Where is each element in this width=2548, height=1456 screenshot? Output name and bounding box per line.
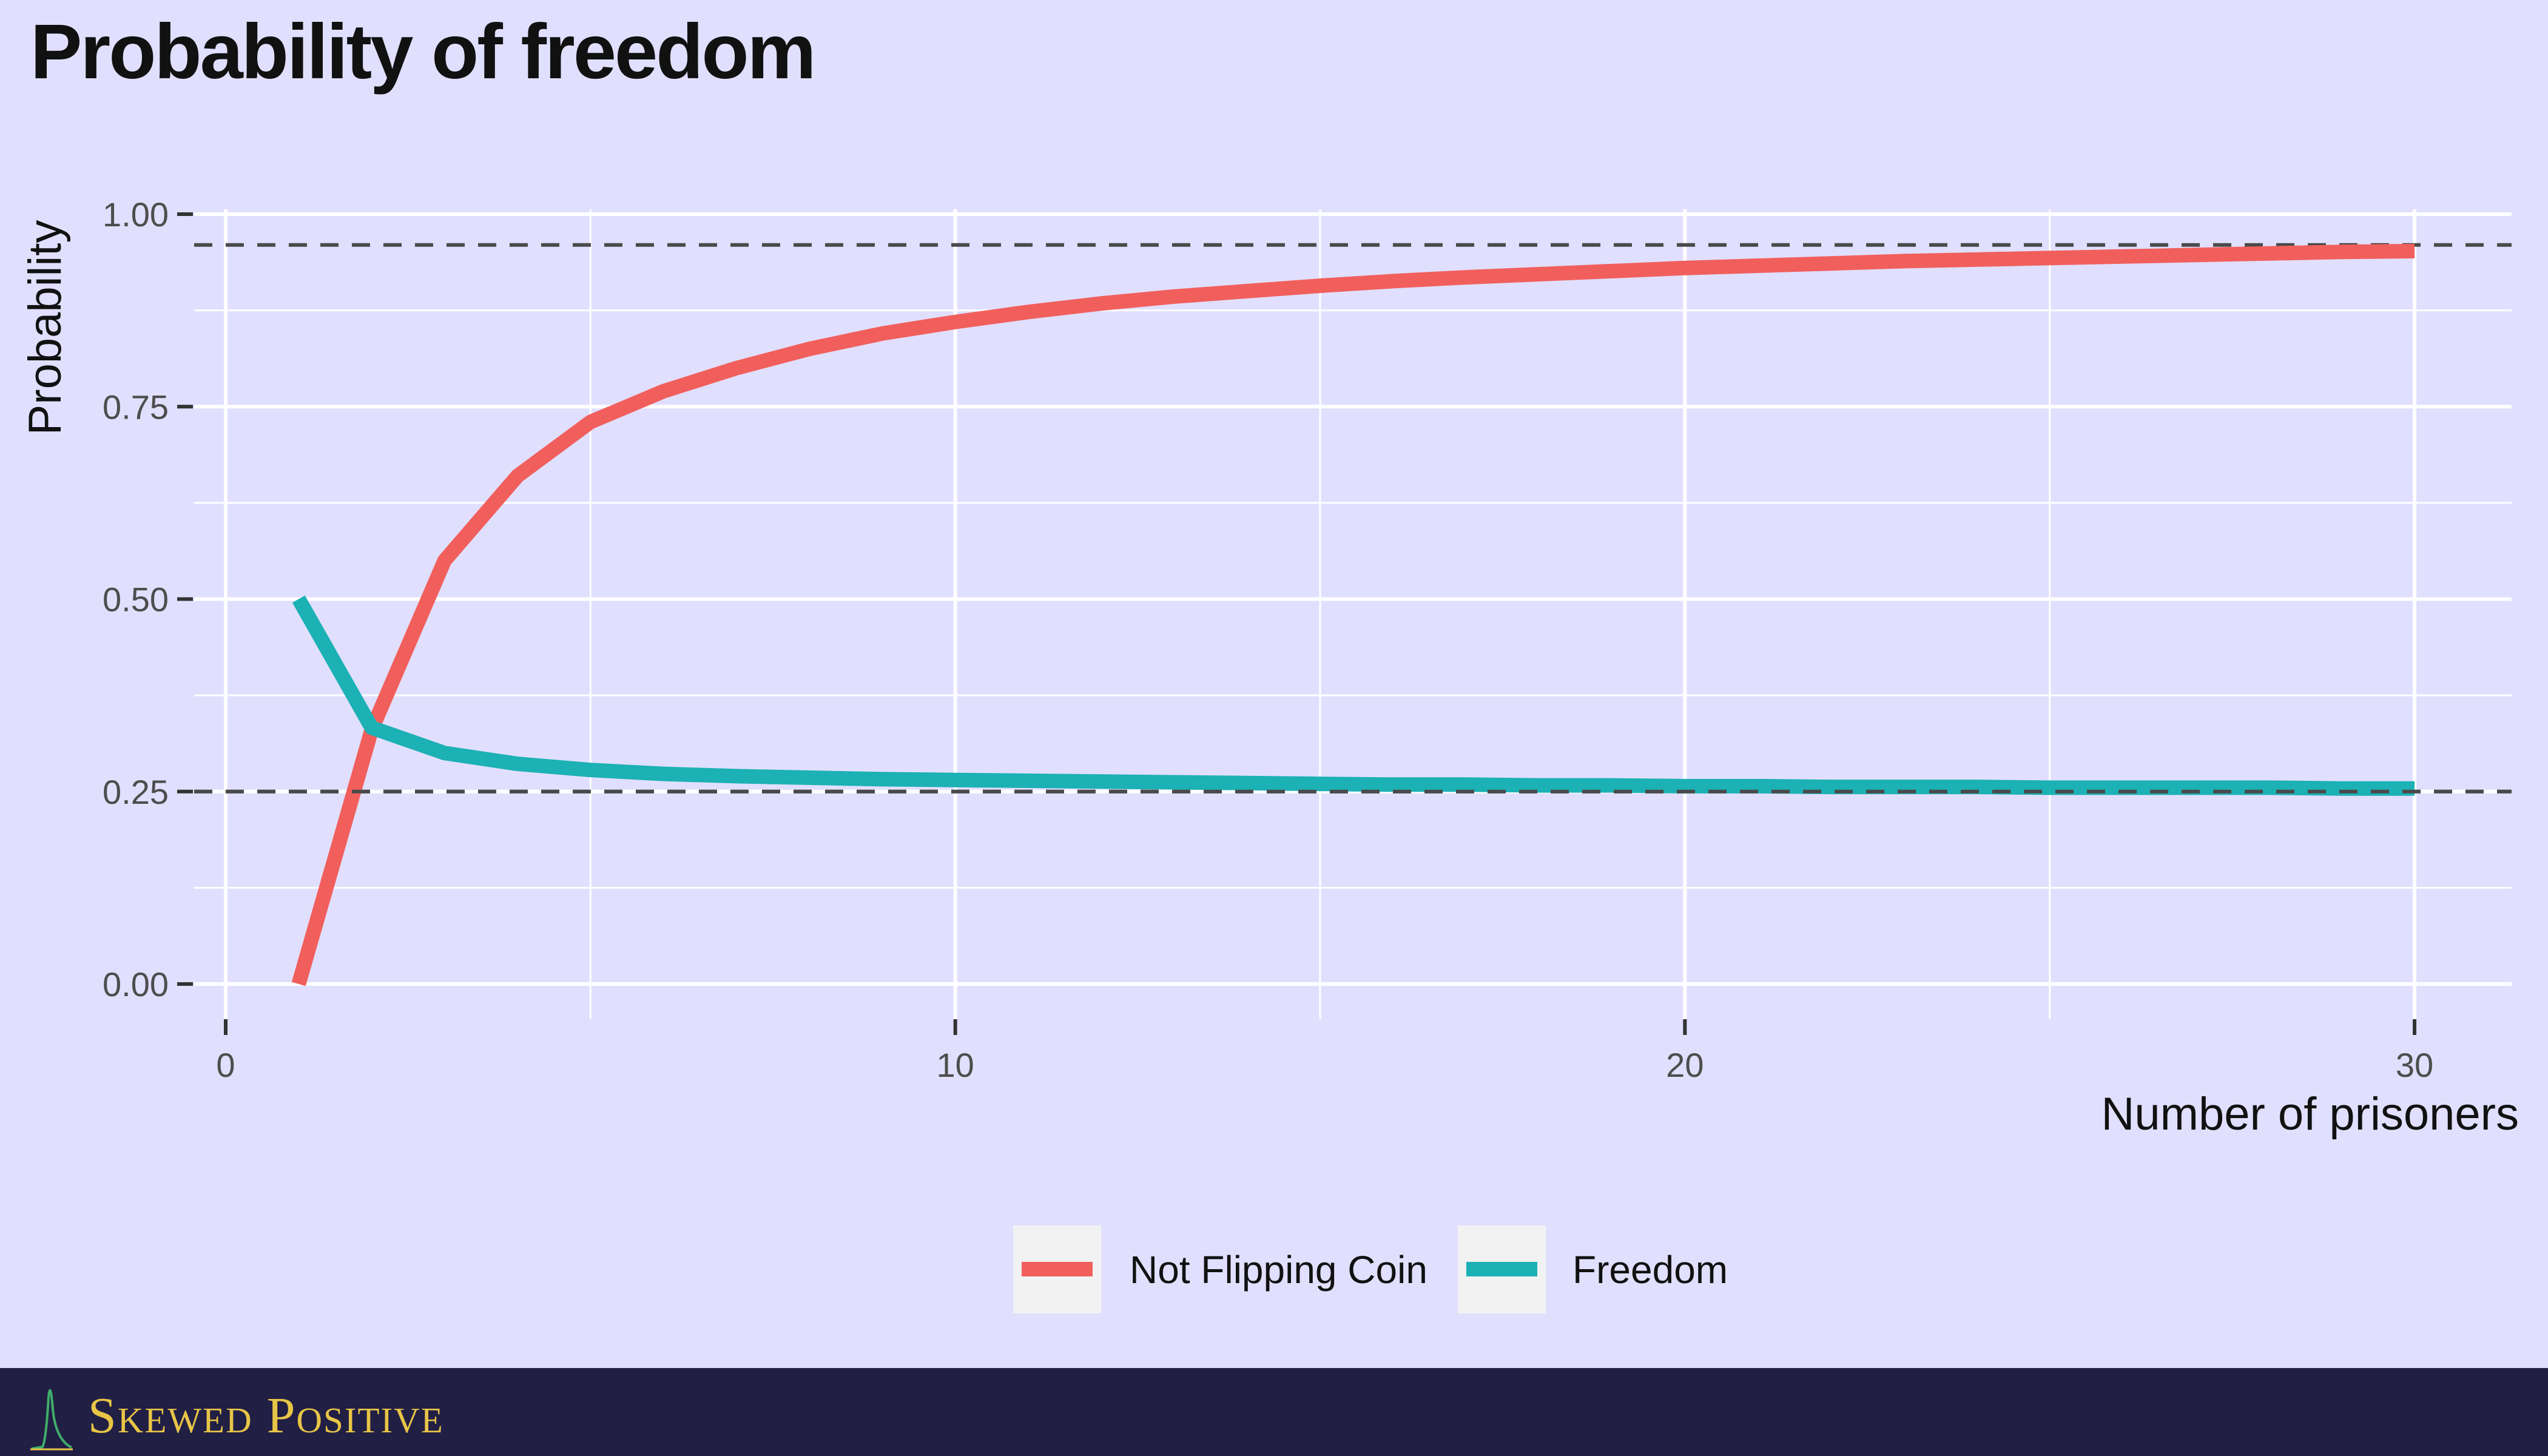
x-axis-title: Number of prisoners [2101,1088,2519,1140]
y-tick-label: 0.50 [103,581,169,619]
legend-label: Freedom [1572,1248,1728,1292]
chart-title: Probability of freedom [30,8,816,95]
y-tick-label: 0.75 [103,388,169,426]
x-tick-label: 20 [1666,1046,1704,1084]
y-axis-title: Probability [19,220,71,436]
y-tick-label: 1.00 [103,195,169,234]
skewed-distribution-logo-icon [30,1389,73,1451]
axis-ticks: 0.00 0.25 0.50 0.75 1.00 0 10 20 30 [103,195,2433,1084]
series-line-freedom [292,595,2415,796]
chart-svg: 0.000.250.500.751.000 10 20 30 Probability … [19,195,2519,1313]
legend-label: Not Flipping Coin [1130,1248,1427,1292]
y-tick-label: 0.25 [103,773,169,811]
footer-bar: Skewed Positive [0,1368,2548,1456]
reference-lines [194,243,2512,794]
y-tick-label: 0.00 [103,965,169,1003]
x-tick-label: 0 [216,1046,235,1084]
grid-lines [194,209,2512,1019]
legend: Not Flipping Coin Freedom [1013,1225,1728,1313]
x-tick-label: 10 [937,1046,974,1084]
x-tick-label: 30 [2396,1046,2433,1084]
series-lines [194,243,2512,986]
brand-name: Skewed Positive [88,1387,444,1444]
series-line-not-flipping-coin [291,243,2415,986]
